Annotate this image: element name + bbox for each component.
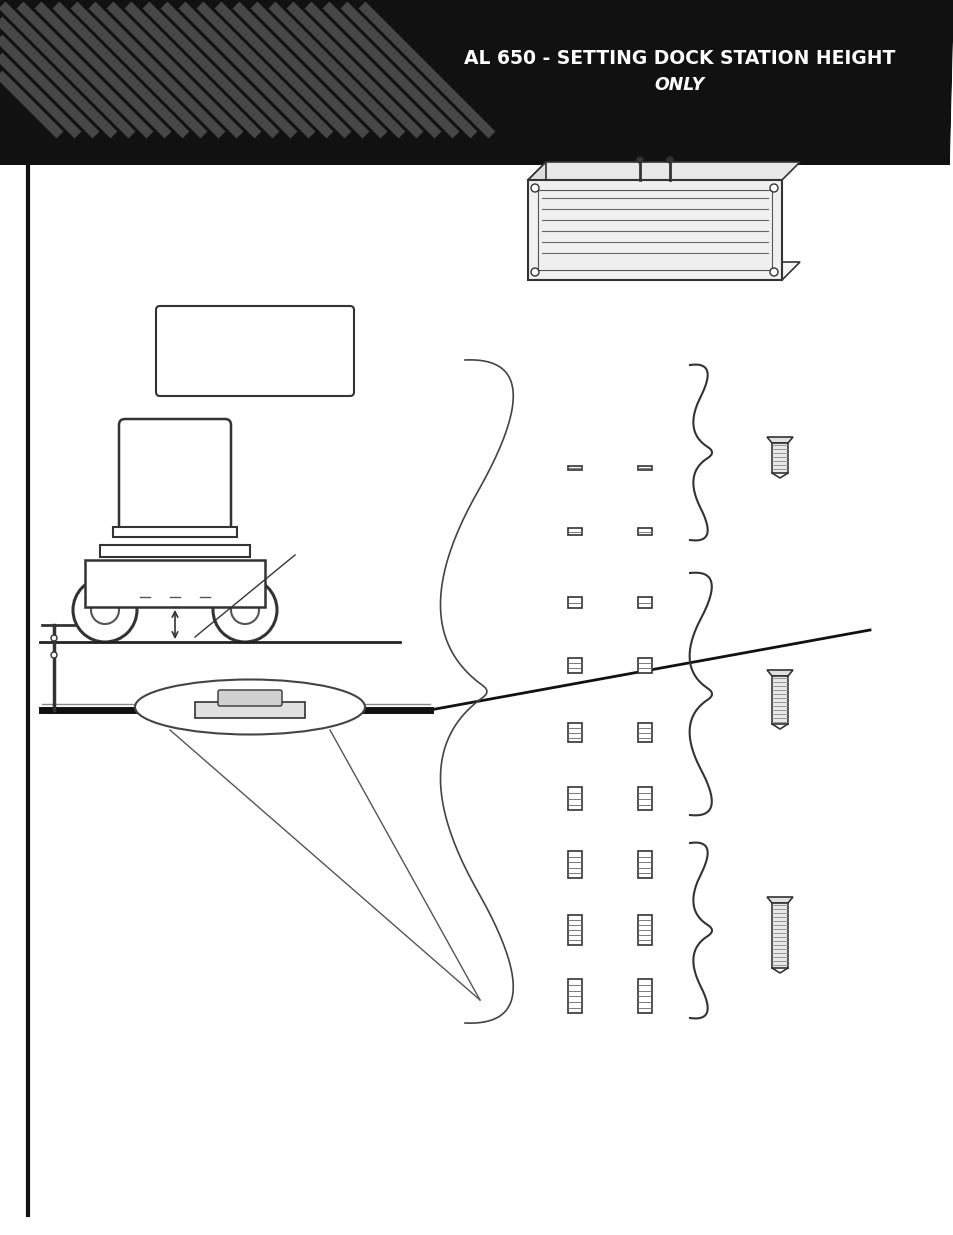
Polygon shape — [567, 979, 581, 1013]
Circle shape — [769, 268, 778, 275]
Polygon shape — [100, 545, 250, 557]
Polygon shape — [638, 979, 651, 1013]
Text: 3.5": 3.5" — [453, 804, 476, 816]
Polygon shape — [527, 180, 781, 280]
Text: 1" + .25" spacers: 1" + .25" spacers — [563, 709, 655, 719]
Polygon shape — [567, 915, 581, 945]
Polygon shape — [638, 915, 651, 945]
Polygon shape — [567, 529, 581, 535]
Text: 3.00": 3.00" — [799, 930, 828, 940]
Text: 1" + .5" spacers: 1" + .5" spacers — [567, 777, 652, 787]
Circle shape — [637, 157, 642, 163]
FancyBboxPatch shape — [218, 690, 282, 706]
Text: 3": 3" — [464, 667, 476, 679]
Polygon shape — [638, 658, 651, 673]
FancyBboxPatch shape — [119, 419, 231, 531]
Polygon shape — [527, 262, 800, 280]
Circle shape — [531, 184, 538, 191]
Polygon shape — [771, 676, 787, 724]
Ellipse shape — [135, 679, 365, 735]
Text: 2.25": 2.25" — [799, 695, 828, 705]
Polygon shape — [567, 722, 581, 742]
Text: MEASURE DISTANCE OF
MOUNTING SURFACE TO
GROUND: MEASURE DISTANCE OF MOUNTING SURFACE TO … — [277, 524, 412, 557]
Text: 1.75" - 2": 1.75" - 2" — [420, 394, 476, 406]
Text: 3.25": 3.25" — [445, 736, 476, 748]
Text: IF GROUND
CLEARANCE =: IF GROUND CLEARANCE = — [470, 340, 549, 362]
Text: GROUND CLEARANCE
MUST BE GREATER
THAN OR EQUAL TO
1.75 INCHES: GROUND CLEARANCE MUST BE GREATER THAN OR… — [191, 329, 319, 373]
Text: 2.75": 2.75" — [445, 601, 476, 615]
Text: 2.5": 2.5" — [453, 529, 476, 541]
Polygon shape — [766, 437, 792, 443]
Text: x4: x4 — [771, 724, 787, 737]
Circle shape — [231, 597, 258, 624]
Polygon shape — [771, 443, 787, 473]
Polygon shape — [567, 787, 581, 810]
Circle shape — [51, 652, 57, 658]
Polygon shape — [567, 658, 581, 673]
Text: MOUNTED ON LIFT
FROM FACTORY: MOUNTED ON LIFT FROM FACTORY — [828, 442, 920, 463]
FancyBboxPatch shape — [156, 306, 354, 396]
Text: AL 650 - SETTING DOCK STATION HEIGHT: AL 650 - SETTING DOCK STATION HEIGHT — [464, 48, 895, 68]
Text: 1"+ .5" + .25" spacers: 1"+ .5" + .25" spacers — [550, 845, 668, 855]
Text: 1"+ 1"  spacers: 1"+ 1" spacers — [569, 911, 650, 923]
Polygon shape — [567, 597, 581, 608]
Polygon shape — [85, 559, 265, 606]
Polygon shape — [638, 722, 651, 742]
Text: PRIOR TO MOUNTING
DOCKING PLATE TO CHAIR: PRIOR TO MOUNTING DOCKING PLATE TO CHAIR — [236, 249, 383, 272]
Text: DETERMINE NUMBER
OF SPACERS AND
SCREW LENGTH
REQUIRED FOR YOUR
GROUND CLEARANCE: DETERMINE NUMBER OF SPACERS AND SCREW LE… — [150, 790, 270, 846]
Circle shape — [769, 184, 778, 191]
Text: 4": 4" — [464, 939, 476, 951]
Polygon shape — [567, 851, 581, 878]
Text: .75" spacers: .75" spacers — [577, 576, 642, 585]
Circle shape — [213, 578, 276, 642]
Circle shape — [73, 578, 137, 642]
Polygon shape — [527, 162, 800, 180]
Polygon shape — [771, 903, 787, 968]
Polygon shape — [638, 787, 651, 810]
Polygon shape — [112, 527, 236, 537]
Polygon shape — [0, 165, 953, 1235]
Polygon shape — [567, 466, 581, 471]
Text: x4: x4 — [771, 472, 787, 485]
Text: 1" spacers: 1" spacers — [582, 640, 637, 650]
Polygon shape — [527, 162, 545, 280]
Text: .25" spacers: .25" spacers — [577, 437, 642, 447]
Text: x4: x4 — [771, 969, 787, 982]
Polygon shape — [0, 0, 953, 395]
Polygon shape — [766, 897, 792, 903]
Text: 3.75": 3.75" — [445, 872, 476, 884]
Text: 4: 4 — [473, 1207, 480, 1220]
Circle shape — [91, 597, 119, 624]
Text: 4.25": 4.25" — [445, 1007, 476, 1020]
Text: No Spacers: No Spacers — [579, 367, 639, 377]
Polygon shape — [766, 671, 792, 676]
Circle shape — [531, 268, 538, 275]
Text: .5" spacers: .5" spacers — [580, 501, 639, 513]
Text: 1.25": 1.25" — [799, 453, 828, 463]
Polygon shape — [638, 851, 651, 878]
Circle shape — [51, 635, 57, 641]
Polygon shape — [194, 701, 305, 718]
Text: THEN USE:: THEN USE: — [569, 340, 629, 350]
Text: HARDWARE USED:
( from hardware pack ): HARDWARE USED: ( from hardware pack ) — [698, 340, 841, 362]
Polygon shape — [0, 0, 953, 165]
Text: ONLY: ONLY — [654, 77, 704, 94]
Circle shape — [666, 157, 672, 163]
Polygon shape — [638, 529, 651, 535]
Polygon shape — [0, 0, 953, 395]
Text: 1"+ 1" + .25"  spacers: 1"+ 1" + .25" spacers — [551, 981, 668, 990]
Text: 2.25": 2.25" — [445, 463, 476, 477]
Polygon shape — [638, 597, 651, 608]
Polygon shape — [638, 466, 651, 471]
